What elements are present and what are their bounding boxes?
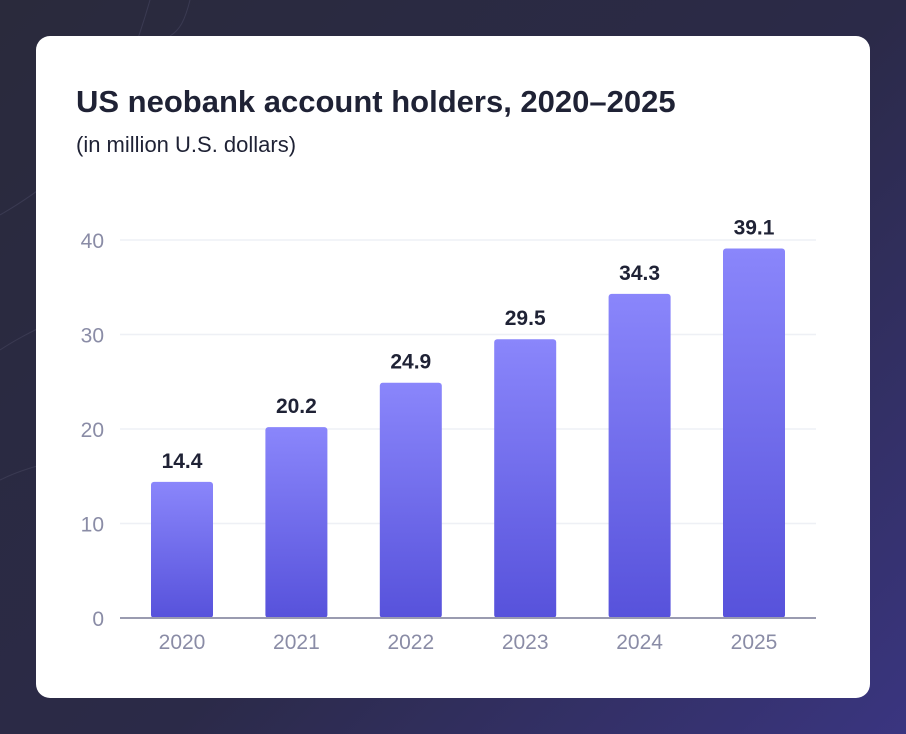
bar-2020 (151, 481, 213, 618)
y-tick-label: 30 (81, 325, 104, 348)
data-label-2023: 29.5 (505, 307, 546, 330)
chart-title: US neobank account holders, 2020–2025 (76, 84, 676, 119)
x-tick-label-2023: 2023 (502, 631, 549, 654)
y-tick-label: 20 (81, 419, 104, 442)
data-label-2022: 24.9 (390, 351, 431, 374)
y-axis-ticks: 0 10 20 30 40 (81, 230, 104, 631)
x-tick-label-2022: 2022 (387, 631, 434, 654)
y-tick-label: 40 (81, 230, 104, 253)
x-tick-label-2024: 2024 (616, 631, 663, 654)
data-labels: 14.4 20.2 24.9 29.5 34.3 39.1 (162, 217, 775, 473)
bar-2023 (494, 339, 557, 618)
bar-2022 (379, 382, 442, 618)
bar-2024 (608, 293, 671, 618)
data-label-2020: 14.4 (162, 450, 203, 473)
y-tick-label: 10 (81, 514, 104, 537)
x-axis-ticks: 2020 2021 2022 2023 2024 2025 (159, 631, 778, 654)
x-tick-label-2025: 2025 (731, 631, 778, 654)
chart-card: US neobank account holders, 2020–2025 (i… (36, 36, 870, 698)
bars (151, 248, 785, 618)
data-label-2024: 34.3 (619, 262, 660, 285)
data-label-2021: 20.2 (276, 395, 317, 418)
x-tick-label-2021: 2021 (273, 631, 320, 654)
x-tick-label-2020: 2020 (159, 631, 206, 654)
chart-subtitle: (in million U.S. dollars) (76, 132, 297, 157)
gridlines (120, 239, 816, 525)
bar-2025 (723, 248, 785, 618)
y-tick-label: 0 (92, 608, 104, 631)
bar-2021 (265, 427, 328, 618)
data-label-2025: 39.1 (734, 217, 775, 240)
